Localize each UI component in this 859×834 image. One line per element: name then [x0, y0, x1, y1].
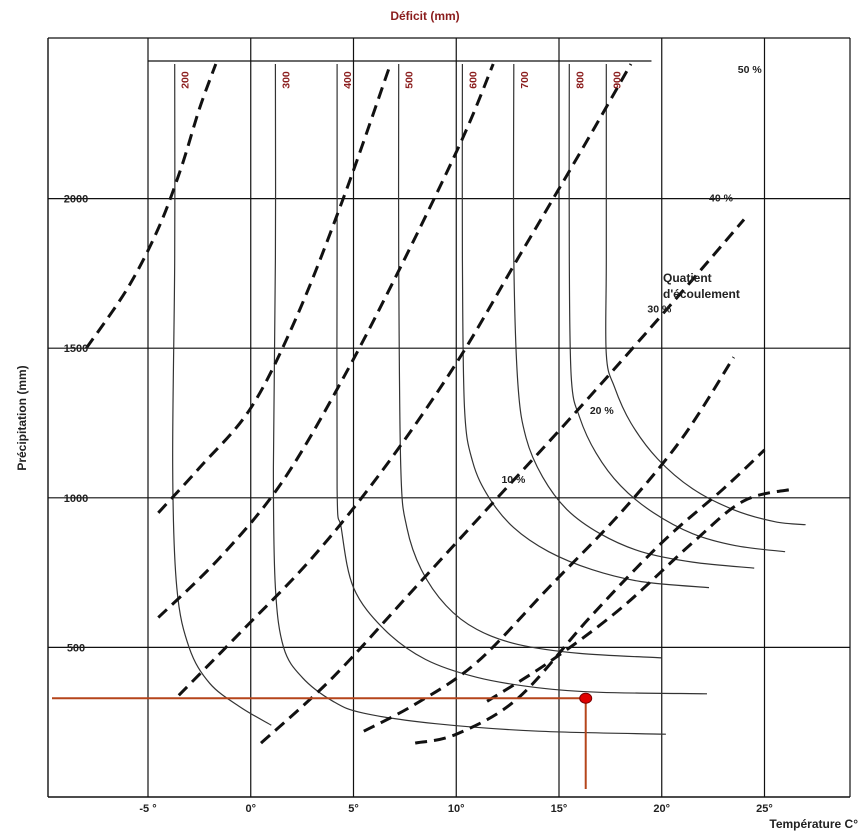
- quotient-curve-1: [85, 63, 218, 350]
- deficit-curve-400: [336, 64, 708, 695]
- top-title: Déficit (mm): [390, 9, 459, 23]
- quotient-curve-3: [157, 63, 495, 619]
- quotient-curves: [85, 63, 796, 745]
- quotient-label: 10 %: [501, 474, 526, 486]
- deficit-curve-700: [512, 63, 755, 569]
- marker: [52, 692, 593, 789]
- quotient-curve-2: [157, 63, 392, 514]
- quotient-curve-7: [414, 448, 766, 745]
- quotient-curve-6: [363, 356, 735, 733]
- deficit-label-500: 500: [404, 71, 416, 89]
- deficit-curve-200: [172, 63, 272, 726]
- deficit-curves: [172, 63, 806, 735]
- x-tick-label: 10°: [448, 803, 465, 815]
- x-axis-title: Température C°: [769, 817, 858, 831]
- deficit-label-400: 400: [342, 71, 354, 89]
- y-tick-label: 500: [67, 642, 85, 654]
- labels: -5 ° 0° 5° 10° 15° 20° 25° 500 1000 1500 2000 200 30…: [64, 64, 773, 815]
- x-tick-label: 25°: [756, 803, 773, 815]
- y-tick-label: 1500: [64, 343, 88, 355]
- grid: [47, 37, 851, 798]
- x-tick-label: -5 °: [139, 803, 156, 815]
- deficit-curve-500: [397, 63, 662, 659]
- x-tick-label: 20°: [653, 803, 670, 815]
- y-tick-label: 1000: [64, 493, 88, 505]
- deficit-curve-600: [461, 63, 710, 589]
- marker-point: [579, 692, 593, 704]
- y-axis-title: Précipitation (mm): [15, 365, 29, 470]
- x-tick-label: 0°: [245, 803, 256, 815]
- quotient-label: 50 %: [738, 64, 763, 76]
- quotient-label: 20 %: [590, 405, 615, 417]
- side-label-line-1: Quatient: [663, 271, 712, 285]
- deficit-curve-300: [272, 63, 666, 735]
- x-tick-label: 5°: [348, 803, 359, 815]
- quotient-curve-4: [177, 63, 633, 697]
- deficit-label-200: 200: [180, 71, 192, 89]
- y-tick-label: 2000: [64, 194, 88, 206]
- quotient-curve-5: [259, 218, 746, 745]
- x-tick-label: 15°: [551, 803, 568, 815]
- side-label-line-2: d'écoulement: [663, 287, 740, 301]
- deficit-label-300: 300: [280, 71, 292, 89]
- quotient-curve-8: [486, 487, 796, 703]
- quotient-label: 40 %: [709, 193, 734, 205]
- deficit-label-800: 800: [574, 71, 586, 89]
- deficit-label-600: 600: [467, 71, 479, 89]
- deficit-label-900: 900: [611, 71, 623, 89]
- quotient-label: 30 %: [647, 303, 672, 315]
- deficit-curve-900: [605, 64, 806, 526]
- deficit-curve-800: [568, 63, 786, 553]
- deficit-label-700: 700: [519, 71, 531, 89]
